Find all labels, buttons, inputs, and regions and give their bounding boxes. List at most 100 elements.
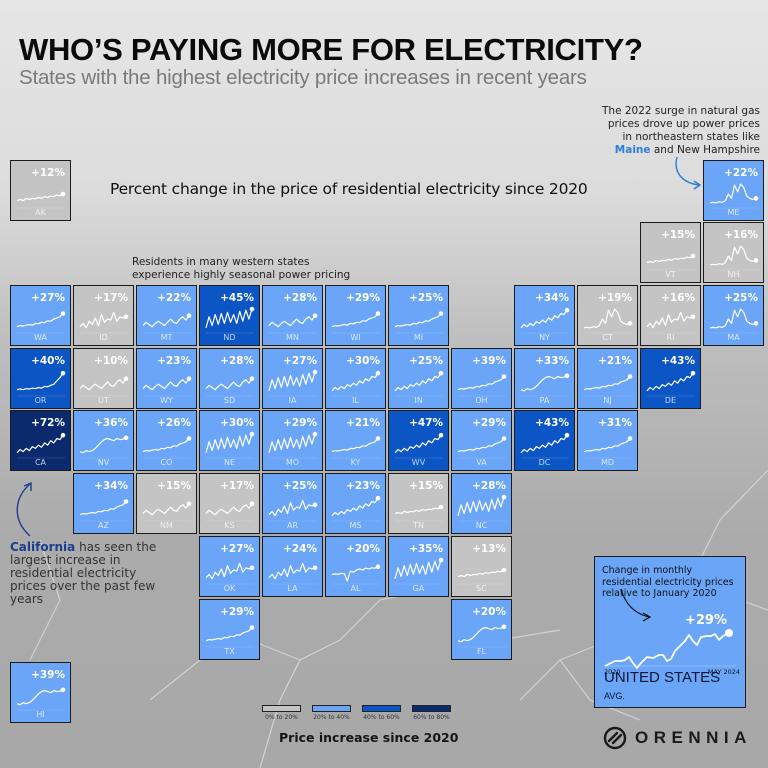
sparkline xyxy=(331,564,381,585)
note-line: The 2022 surge in natural gas xyxy=(602,105,760,117)
sparkline xyxy=(520,432,570,459)
state-abbr: NH xyxy=(727,270,740,279)
legend-label: 60% to 80% xyxy=(413,714,450,721)
state-tile-co: +26% CO xyxy=(136,410,197,471)
state-percent: +27% xyxy=(31,292,65,304)
state-percent: +27% xyxy=(283,355,317,367)
state-tile-ut: +10% UT xyxy=(73,348,134,409)
state-abbr: AR xyxy=(286,521,299,530)
state-abbr: ME xyxy=(727,208,740,217)
state-percent: +29% xyxy=(346,292,380,304)
sparkline xyxy=(646,253,696,271)
x-axis-start-label: 2020 xyxy=(604,668,621,676)
us-average-card: Change in monthly residential electricit… xyxy=(594,556,746,708)
page-subtitle: States with the highest electricity pric… xyxy=(19,66,587,89)
sparkline xyxy=(268,313,318,334)
state-tile-ks: +17% KS xyxy=(199,473,260,534)
state-tile-dc: +43% DC xyxy=(514,410,575,471)
state-abbr: UT xyxy=(98,396,109,405)
sparkline xyxy=(394,370,444,397)
sparkline xyxy=(583,374,633,397)
us-label-text: UNITED STATES xyxy=(604,669,721,686)
us-label-small: AVG. xyxy=(604,691,625,701)
state-abbr: NJ xyxy=(603,396,612,405)
state-abbr: CO xyxy=(160,458,173,467)
state-percent: +25% xyxy=(724,292,758,304)
state-abbr: IN xyxy=(414,396,423,405)
state-percent: +45% xyxy=(220,292,254,304)
state-abbr: KY xyxy=(350,458,361,467)
note-line: experience highly seasonal power pricing xyxy=(132,269,351,281)
sparkline xyxy=(709,183,759,209)
note-text: and New Hampshire xyxy=(650,144,760,156)
state-percent: +24% xyxy=(283,543,317,555)
state-tile-ny: +34% NY xyxy=(514,285,575,346)
state-tile-md: +31% MD xyxy=(577,410,638,471)
sparkline xyxy=(457,567,507,585)
state-abbr: PA xyxy=(539,396,550,405)
state-tile-nm: +15% NM xyxy=(136,473,197,534)
state-abbr: MO xyxy=(285,458,300,467)
state-tile-la: +24% LA xyxy=(262,536,323,597)
state-tile-va: +29% VA xyxy=(451,410,512,471)
california-arrow-icon xyxy=(16,481,32,537)
state-abbr: NC xyxy=(475,521,488,530)
state-percent: +15% xyxy=(157,480,191,492)
state-percent: +40% xyxy=(31,355,65,367)
state-abbr: GA xyxy=(412,584,425,593)
brand-name: ORENNIA xyxy=(635,728,752,747)
state-tile-nh: +16% NH xyxy=(703,222,764,283)
us-average-sparkline xyxy=(604,629,736,669)
state-abbr: MS xyxy=(349,521,362,530)
state-abbr: NY xyxy=(539,333,550,342)
state-percent: +19% xyxy=(598,292,632,304)
state-abbr: TN xyxy=(413,521,424,530)
state-percent: +20% xyxy=(472,606,506,618)
state-abbr: ID xyxy=(99,333,108,342)
state-abbr: NM xyxy=(160,521,173,530)
state-tile-id: +17% ID xyxy=(73,285,134,346)
state-abbr: MA xyxy=(727,333,740,342)
state-abbr: AL xyxy=(350,584,361,593)
state-percent: +16% xyxy=(724,229,758,241)
legend-swatch xyxy=(412,705,451,712)
legend-swatch xyxy=(262,705,301,712)
sparkline xyxy=(520,373,570,397)
sparkline xyxy=(205,431,255,459)
sparkline xyxy=(457,624,507,648)
state-tile-ri: +16% RI xyxy=(640,285,701,346)
state-tile-fl: +20% FL xyxy=(451,599,512,660)
state-percent: +20% xyxy=(346,543,380,555)
state-abbr: CT xyxy=(602,333,613,342)
state-tile-ok: +27% OK xyxy=(199,536,260,597)
state-tile-ia: +27% IA xyxy=(262,348,323,409)
state-abbr: LA xyxy=(287,584,298,593)
note-line: Maine and New Hampshire xyxy=(580,144,760,157)
sparkline xyxy=(331,495,381,522)
state-percent: +16% xyxy=(661,292,695,304)
state-tile-ct: +19% CT xyxy=(577,285,638,346)
state-tile-me: +22% ME xyxy=(703,160,764,221)
state-percent: +33% xyxy=(535,355,569,367)
state-percent: +43% xyxy=(535,417,569,429)
sparkline xyxy=(583,436,633,459)
sparkline xyxy=(205,562,255,585)
sparkline xyxy=(646,311,696,334)
state-tile-vt: +15% VT xyxy=(640,222,701,283)
sparkline xyxy=(16,687,66,711)
sparkline xyxy=(268,499,318,522)
sparkline xyxy=(16,370,66,397)
northeast-note: The 2022 surge in natural gas prices dro… xyxy=(580,105,760,157)
state-tile-oh: +39% OH xyxy=(451,348,512,409)
sparkline xyxy=(394,504,444,522)
state-abbr: MT xyxy=(160,333,173,342)
state-percent: +39% xyxy=(472,355,506,367)
state-abbr: IA xyxy=(288,396,297,405)
sparkline xyxy=(79,435,129,459)
legend-item-0-20: 0% to 20% xyxy=(262,705,301,721)
state-tile-ma: +25% MA xyxy=(703,285,764,346)
state-percent: +27% xyxy=(220,543,254,555)
state-tile-mt: +22% MT xyxy=(136,285,197,346)
state-percent: +23% xyxy=(346,480,380,492)
state-percent: +15% xyxy=(409,480,443,492)
